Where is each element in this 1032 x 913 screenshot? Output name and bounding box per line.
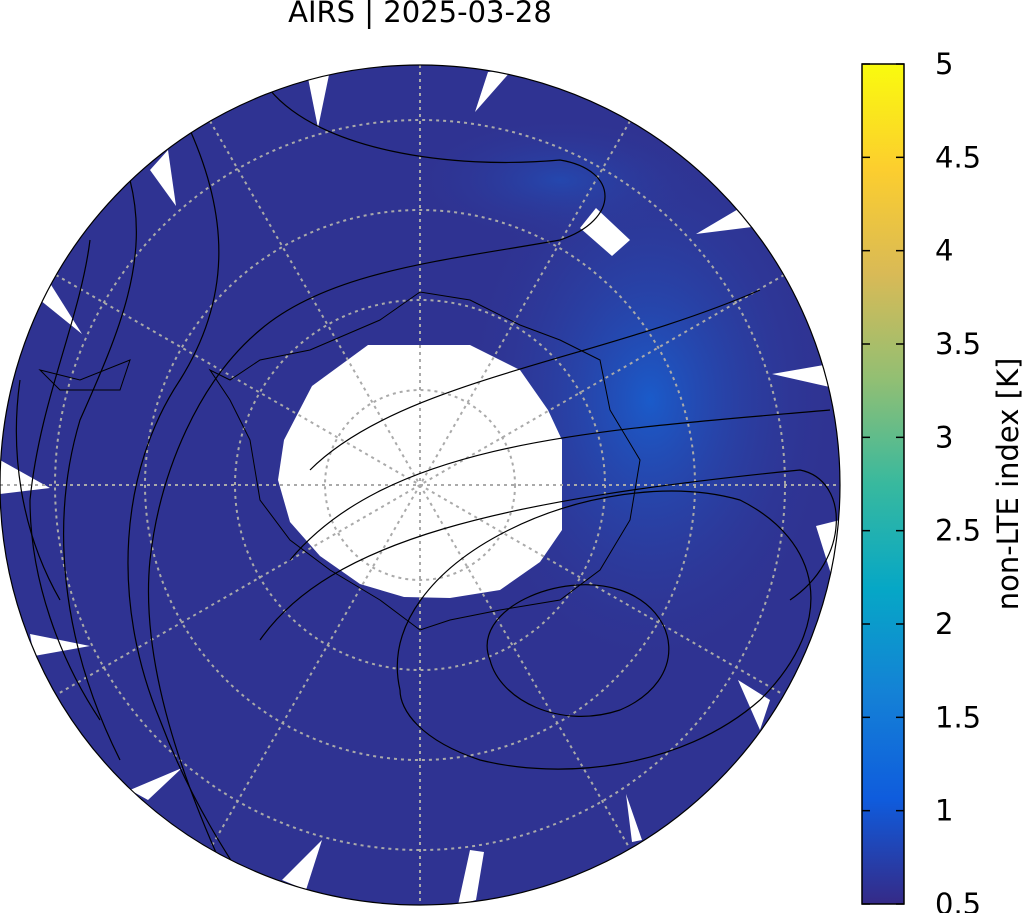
enhanced-region <box>420 120 700 240</box>
colorbar-tick-label: 4 <box>935 234 953 268</box>
colorbar-tick-label: 3 <box>935 420 953 454</box>
map <box>0 65 840 905</box>
map-border <box>0 64 841 906</box>
title: AIRS | 2025-03-28 <box>288 0 552 29</box>
colorbar-tick-label: 4.5 <box>935 140 981 174</box>
colorbar-label: non-LTE index [K] <box>991 358 1025 611</box>
coastline <box>38 291 641 631</box>
graticule <box>0 65 840 905</box>
colorbar-tick-label: 3.5 <box>935 327 981 361</box>
colorbar-tick-label: 1 <box>935 794 953 828</box>
colorbar-tick-label: 0.5 <box>935 887 981 913</box>
colorbar <box>861 63 905 905</box>
contours <box>15 89 837 905</box>
colorbar-tick-label: 2 <box>935 607 953 641</box>
colorbar-tick-label: 5 <box>935 47 953 81</box>
colorbar-tick-label: 1.5 <box>935 700 981 734</box>
colorbar-tick-label: 2.5 <box>935 514 981 548</box>
